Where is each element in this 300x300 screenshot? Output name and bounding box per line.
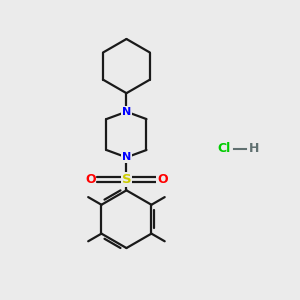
Text: O: O: [157, 173, 168, 186]
Text: H: H: [249, 142, 260, 155]
Text: O: O: [85, 173, 96, 186]
Text: Cl: Cl: [217, 142, 230, 155]
Text: N: N: [122, 152, 131, 162]
Text: N: N: [122, 107, 131, 117]
Text: S: S: [122, 173, 131, 186]
